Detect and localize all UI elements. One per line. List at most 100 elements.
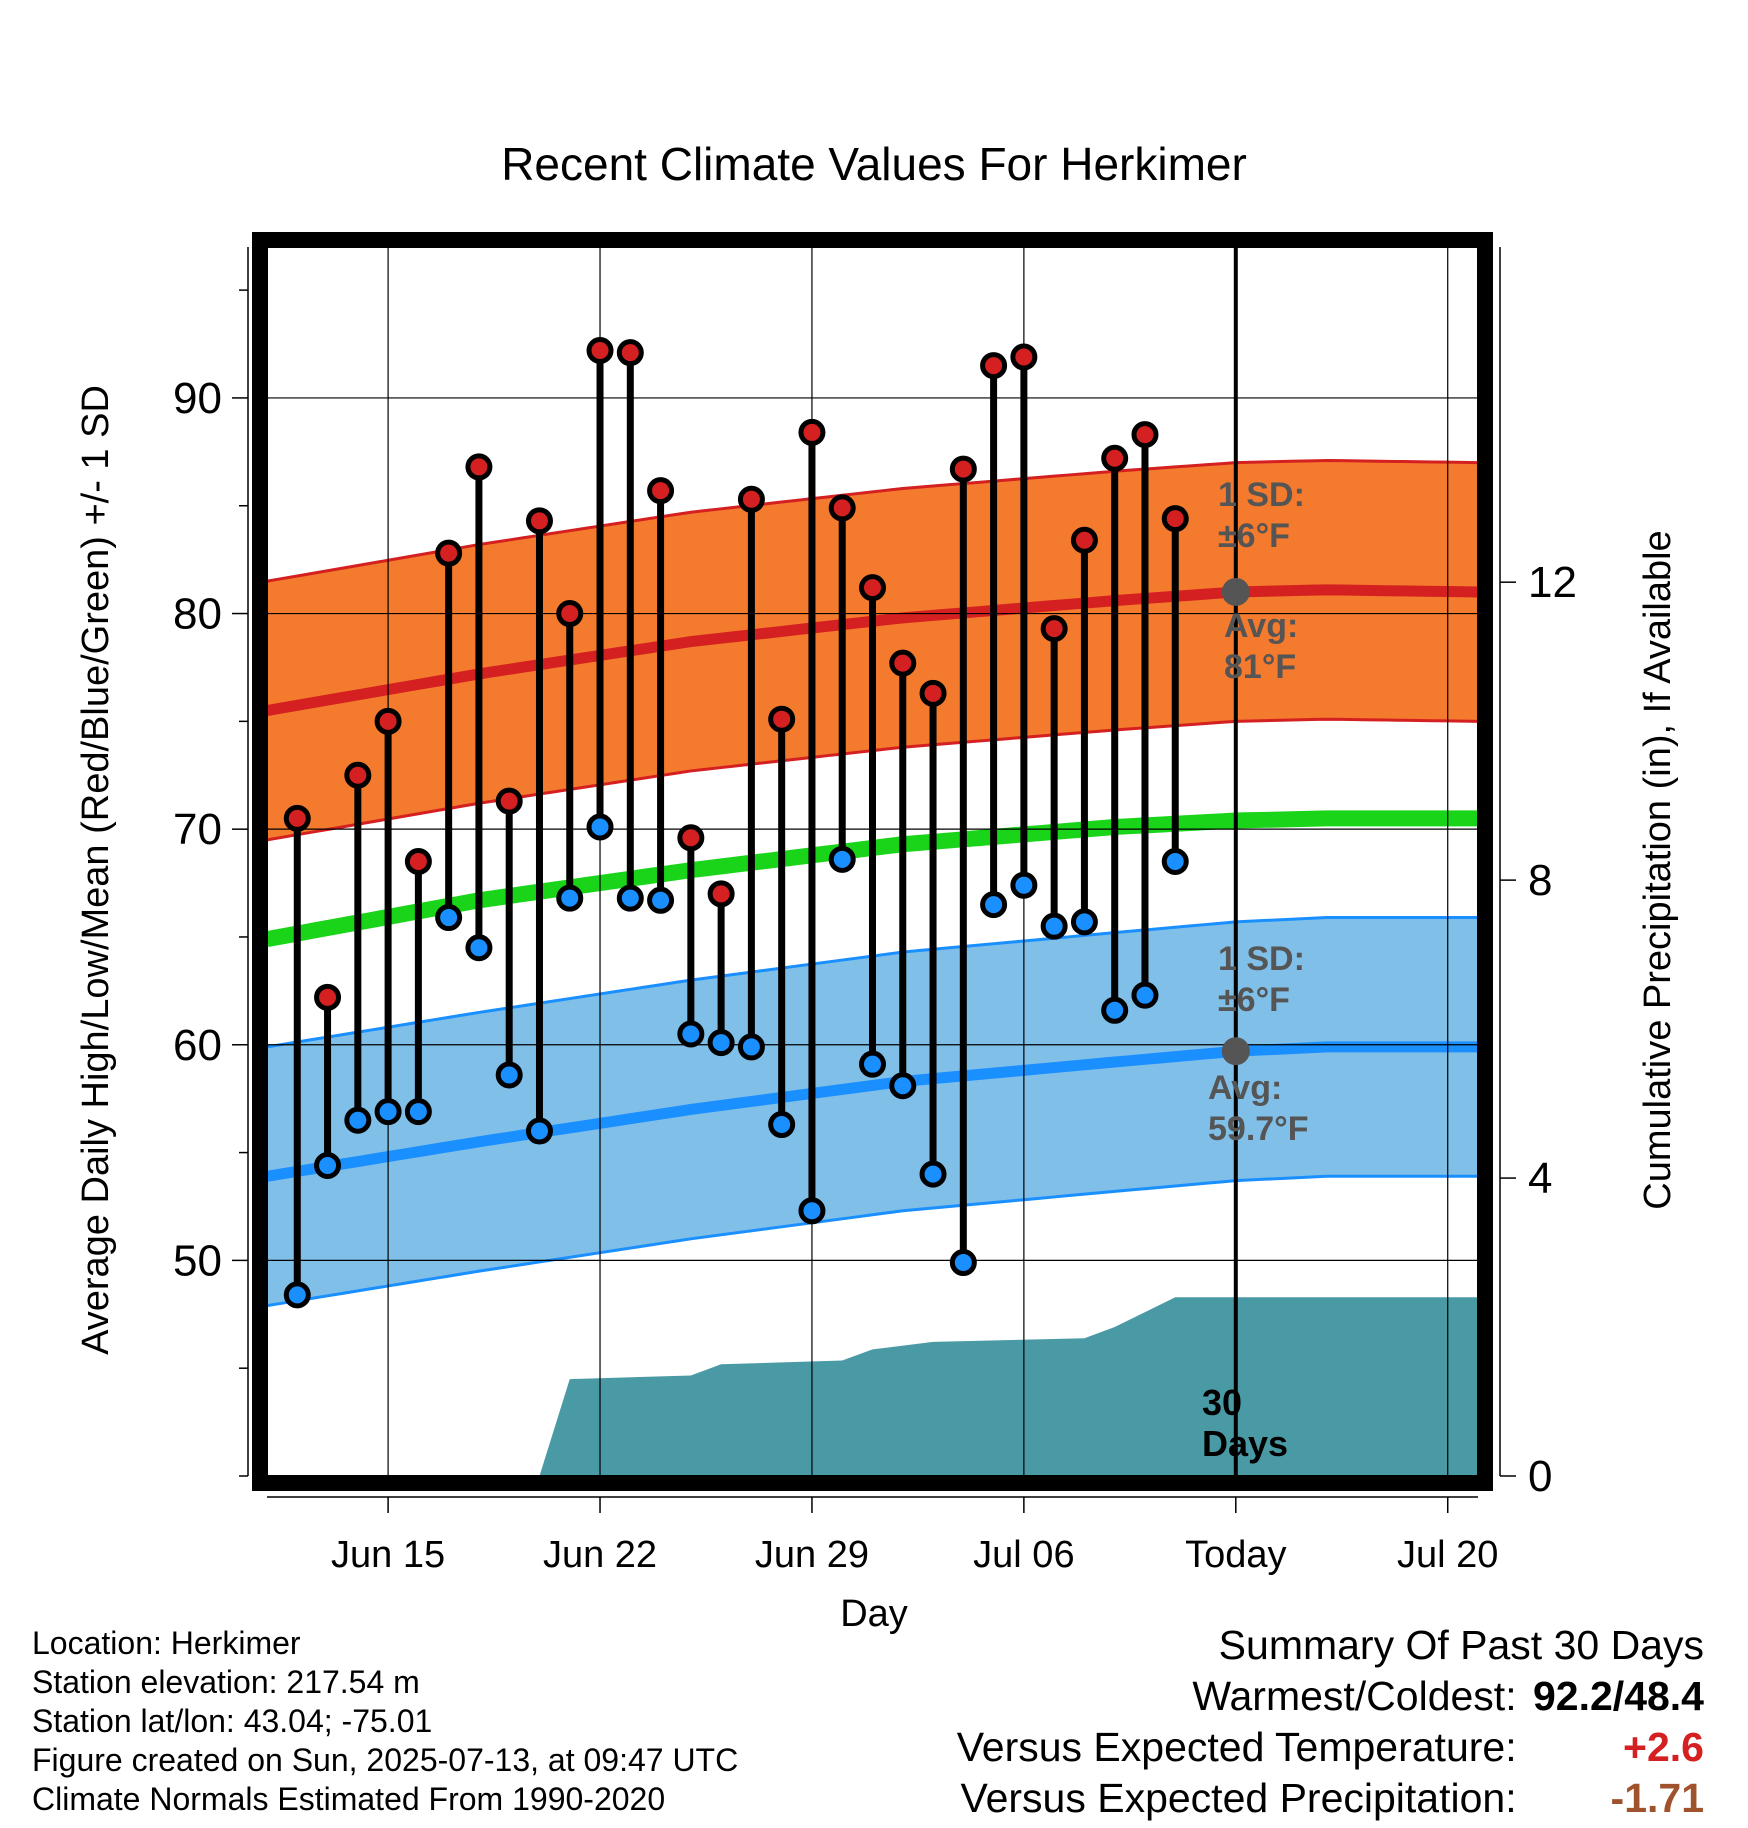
high-point — [889, 649, 917, 677]
low-point — [404, 1098, 432, 1126]
low-point — [344, 1106, 372, 1134]
high-point — [647, 477, 675, 505]
high-point — [435, 539, 463, 567]
today-low-avg-marker — [1221, 1037, 1250, 1066]
high-point — [707, 880, 735, 908]
high-point — [616, 339, 644, 367]
plot-frame — [252, 232, 1493, 1491]
x-axis-label: Day — [840, 1593, 908, 1635]
low-avg-label: Avg: — [1208, 1069, 1282, 1107]
low-band-lower — [267, 1174, 1478, 1308]
x-tick-label: Today — [1185, 1534, 1286, 1576]
low-sd-label: 1 SD: — [1218, 940, 1305, 978]
precip-area — [539, 1297, 1478, 1476]
precip-departure-label: Versus Expected Precipitation: — [960, 1775, 1517, 1821]
today-high-avg-marker — [1221, 577, 1250, 606]
low-point — [374, 1098, 402, 1126]
y-axis-label-right: Cumulative Precipitation (in), If Availa… — [1637, 530, 1679, 1209]
high-point — [556, 600, 584, 628]
location-line: Location: Herkimer — [32, 1625, 301, 1661]
x-tick-label: Jun 15 — [331, 1534, 445, 1576]
low-avg-line — [267, 1041, 1478, 1182]
y-right-tick-label: 12 — [1528, 558, 1577, 607]
low-avg-value: 59.7°F — [1208, 1110, 1309, 1148]
low-point — [889, 1072, 917, 1100]
high-point — [495, 787, 523, 815]
high-point — [1161, 505, 1189, 533]
low-point — [949, 1249, 977, 1277]
elevation-line: Station elevation: 217.54 m — [32, 1664, 420, 1700]
high-point — [1131, 421, 1159, 449]
high-point — [525, 507, 553, 535]
days-count: 30 — [1202, 1382, 1242, 1423]
high-sd-label: 1 SD: — [1218, 476, 1305, 514]
x-tick-label: Jun 29 — [755, 1534, 869, 1576]
low-point — [737, 1033, 765, 1061]
low-point — [465, 934, 493, 962]
high-point — [283, 804, 311, 832]
normals-line: Climate Normals Estimated From 1990-2020 — [32, 1781, 666, 1817]
temp-departure-value: +2.6 — [1623, 1724, 1704, 1770]
created-line: Figure created on Sun, 2025-07-13, at 09… — [32, 1742, 739, 1778]
summary-warmest-coldest: Warmest/Coldest: 92.2/48.4 — [957, 1671, 1704, 1722]
high-point — [465, 453, 493, 481]
station-info: Location: Herkimer Station elevation: 21… — [32, 1624, 738, 1819]
y-tick-label: 90 — [173, 374, 222, 423]
high-point — [980, 352, 1008, 380]
x-tick-label: Jul 06 — [973, 1534, 1074, 1576]
low-point — [1131, 981, 1159, 1009]
low-point — [1040, 912, 1068, 940]
high-point — [1010, 343, 1038, 371]
low-point — [828, 845, 856, 873]
summary-panel: Summary Of Past 30 Days Warmest/Coldest:… — [957, 1620, 1704, 1824]
low-point — [1161, 848, 1189, 875]
low-point — [798, 1197, 826, 1225]
summary-temp: Versus Expected Temperature: +2.6 — [957, 1722, 1704, 1773]
low-point — [525, 1117, 553, 1145]
latlon-line: Station lat/lon: 43.04; -75.01 — [32, 1703, 433, 1739]
y-tick-label: 50 — [173, 1236, 222, 1285]
low-point — [677, 1020, 705, 1048]
low-point — [768, 1111, 796, 1139]
low-point — [1101, 996, 1129, 1024]
high-point — [344, 761, 372, 789]
high-point — [949, 455, 977, 483]
low-point — [1010, 871, 1038, 899]
summary-title: Summary Of Past 30 Days — [1218, 1622, 1704, 1668]
low-point — [495, 1061, 523, 1089]
high-point — [1040, 615, 1068, 643]
low-point — [707, 1029, 735, 1057]
x-tick-label: Jul 20 — [1397, 1534, 1498, 1576]
high-point — [404, 848, 432, 875]
low-point — [980, 891, 1008, 919]
high-point — [586, 336, 614, 364]
high-point — [1101, 444, 1129, 472]
low-point — [1070, 908, 1098, 936]
low-point — [919, 1160, 947, 1188]
low-point — [435, 904, 463, 932]
chart-title: Recent Climate Values For Herkimer — [501, 138, 1247, 190]
high-point — [919, 679, 947, 707]
low-point — [859, 1050, 886, 1078]
high-sd-value: ±6°F — [1218, 517, 1290, 555]
high-point — [1070, 526, 1098, 554]
low-band — [267, 917, 1478, 1306]
y-tick-label: 60 — [173, 1021, 222, 1070]
precip-departure-value: -1.71 — [1610, 1775, 1704, 1821]
summary-precip: Versus Expected Precipitation: -1.71 — [957, 1773, 1705, 1824]
high-band-upper — [267, 458, 1478, 583]
high-avg-value: 81°F — [1224, 648, 1296, 686]
y-right-tick-label: 8 — [1528, 856, 1552, 905]
high-point — [768, 705, 796, 733]
low-point — [586, 813, 614, 841]
y-tick-label: 70 — [173, 805, 222, 854]
y-axis-label-left: Average Daily High/Low/Mean (Red/Blue/Gr… — [75, 385, 117, 1355]
low-point — [647, 886, 675, 914]
days-label: Days — [1202, 1423, 1288, 1464]
low-point — [283, 1281, 311, 1309]
high-point — [677, 824, 705, 852]
warmest-coldest-label: Warmest/Coldest: — [1192, 1673, 1517, 1719]
y-right-tick-label: 0 — [1528, 1452, 1552, 1501]
